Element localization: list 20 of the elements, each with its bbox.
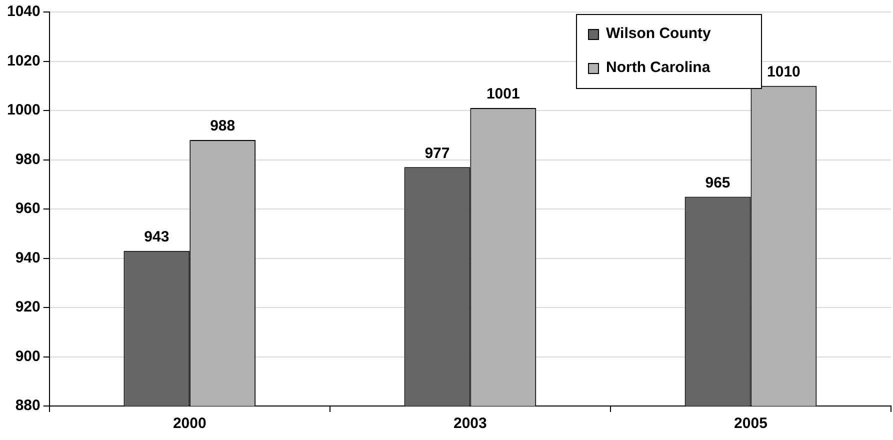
y-tick-label: 940: [15, 249, 40, 266]
data-label: 965: [705, 174, 730, 192]
y-tick-label: 1000: [6, 102, 40, 119]
x-tick-label: 2000: [172, 415, 206, 432]
y-tick-label: 1020: [6, 52, 40, 70]
data-label: 1001: [486, 86, 520, 103]
data-label: 988: [210, 118, 236, 135]
y-tick-label: 960: [15, 200, 40, 218]
legend-label: Wilson County: [606, 25, 712, 42]
y-tick-label: 900: [15, 348, 40, 365]
y-tick-label: 980: [15, 150, 40, 168]
legend-label: North Carolina: [606, 59, 711, 76]
data-label: 943: [144, 228, 170, 246]
y-tick-label: 880: [15, 397, 40, 414]
y-tick-label: 1040: [6, 3, 40, 20]
x-tick-label: 2005: [734, 415, 768, 432]
y-tick-label: 920: [15, 298, 40, 316]
x-tick-label: 2003: [453, 415, 487, 432]
data-label: 977: [424, 144, 450, 162]
data-label: 1010: [767, 64, 800, 81]
